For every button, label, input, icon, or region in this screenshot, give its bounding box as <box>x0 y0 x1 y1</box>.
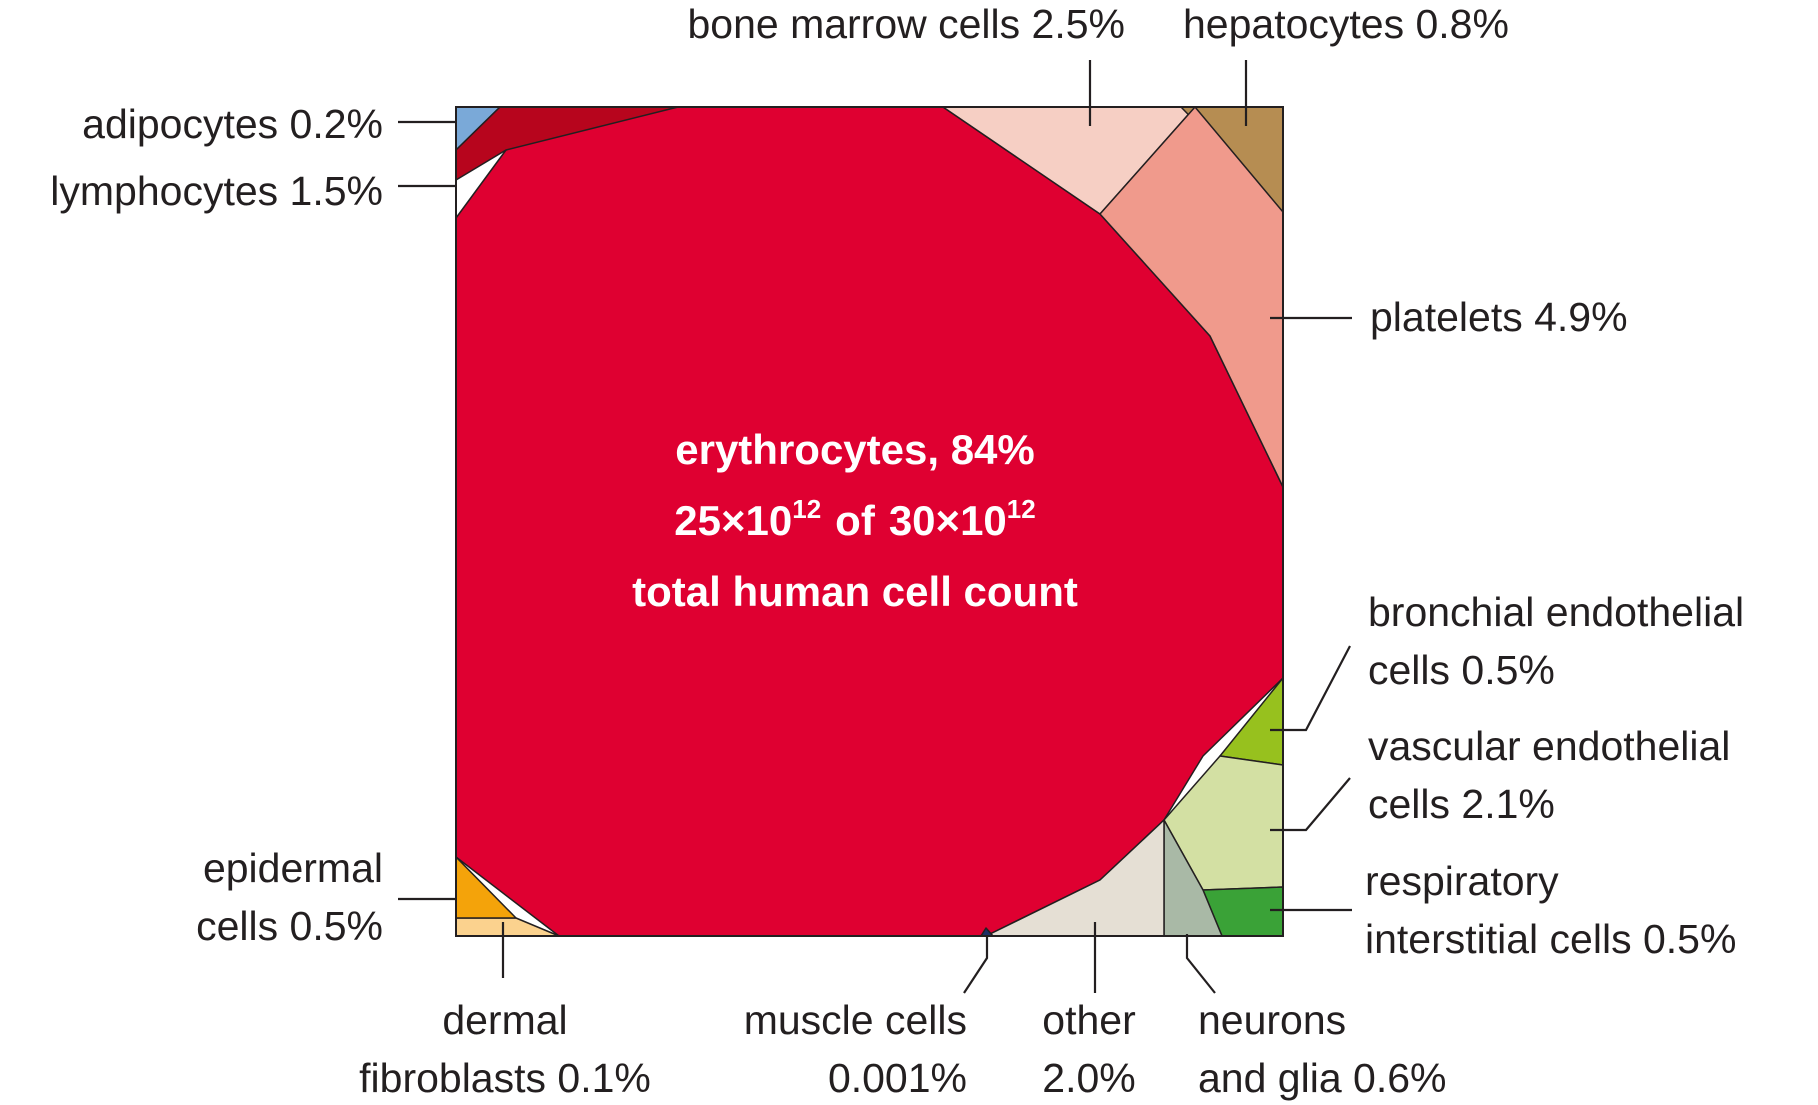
label-line: and glia 0.6% <box>1198 1055 1446 1101</box>
center-line-1: erythrocytes, 84% <box>675 426 1035 473</box>
label-line: bone marrow cells 2.5% <box>687 1 1125 47</box>
label-line: platelets 4.9% <box>1370 294 1628 340</box>
label-dermal-fibroblasts: dermal fibroblasts 0.1% <box>359 997 651 1101</box>
cells-layer <box>455 106 1284 937</box>
label-line: epidermal <box>203 845 383 891</box>
label-lymphocytes: lymphocytes 1.5% <box>50 168 383 214</box>
leader-vascular-endothelial-cells <box>1270 777 1351 832</box>
label-line: neurons <box>1198 997 1346 1043</box>
label-vascular-endothelial-cells: vascular endothelial cells 2.1% <box>1368 723 1730 827</box>
label-bone-marrow-cells: bone marrow cells 2.5% <box>687 1 1125 47</box>
label-platelets: platelets 4.9% <box>1370 294 1628 340</box>
label-line: cells 0.5% <box>196 903 383 949</box>
label-line: hepatocytes 0.8% <box>1183 1 1509 47</box>
label-line: vascular endothelial <box>1368 723 1730 769</box>
leader-bronchial-endothelial-cells <box>1270 645 1351 732</box>
label-hepatocytes: hepatocytes 0.8% <box>1183 1 1509 47</box>
leader-neurons-and-glia <box>1185 934 1216 994</box>
label-line: other <box>1042 997 1135 1043</box>
center-line-3: total human cell count <box>632 568 1078 615</box>
label-line: interstitial cells 0.5% <box>1365 916 1736 962</box>
center-line-2: 25×1012 of 30×1012 <box>674 494 1035 544</box>
label-bronchial-endothelial-cells: bronchial endothelial cells 0.5% <box>1368 589 1744 693</box>
center-label: erythrocytes, 84% 25×1012 of 30×1012 total… <box>632 426 1078 615</box>
cell-platelets <box>1099 106 1284 488</box>
label-line: muscle cells <box>744 997 967 1043</box>
label-line: adipocytes 0.2% <box>82 101 383 147</box>
label-neurons-and-glia: neurons and glia 0.6% <box>1198 997 1446 1101</box>
label-muscle-cells: muscle cells 0.001% <box>744 997 967 1101</box>
label-line: lymphocytes 1.5% <box>50 168 383 214</box>
label-other: other 2.0% <box>1042 997 1135 1101</box>
label-line: 2.0% <box>1042 1055 1135 1101</box>
label-line: cells 0.5% <box>1368 647 1555 693</box>
label-line: respiratory <box>1365 858 1559 904</box>
cell-labels: adipocytes 0.2% lymphocytes 1.5% bone marr… <box>50 1 1744 1101</box>
label-epidermal-cells: epidermal cells 0.5% <box>196 845 383 949</box>
label-line: 0.001% <box>828 1055 967 1101</box>
label-line: dermal <box>442 997 567 1043</box>
leader-muscle-cells <box>963 936 989 994</box>
label-line: bronchial endothelial <box>1368 589 1744 635</box>
chart-frame <box>455 106 1284 937</box>
label-line: fibroblasts 0.1% <box>359 1055 651 1101</box>
leader-lines <box>398 60 1352 994</box>
label-adipocytes: adipocytes 0.2% <box>82 101 383 147</box>
label-line: cells 2.1% <box>1368 781 1555 827</box>
label-respiratory-interstitial-cells: respiratory interstitial cells 0.5% <box>1365 858 1736 962</box>
